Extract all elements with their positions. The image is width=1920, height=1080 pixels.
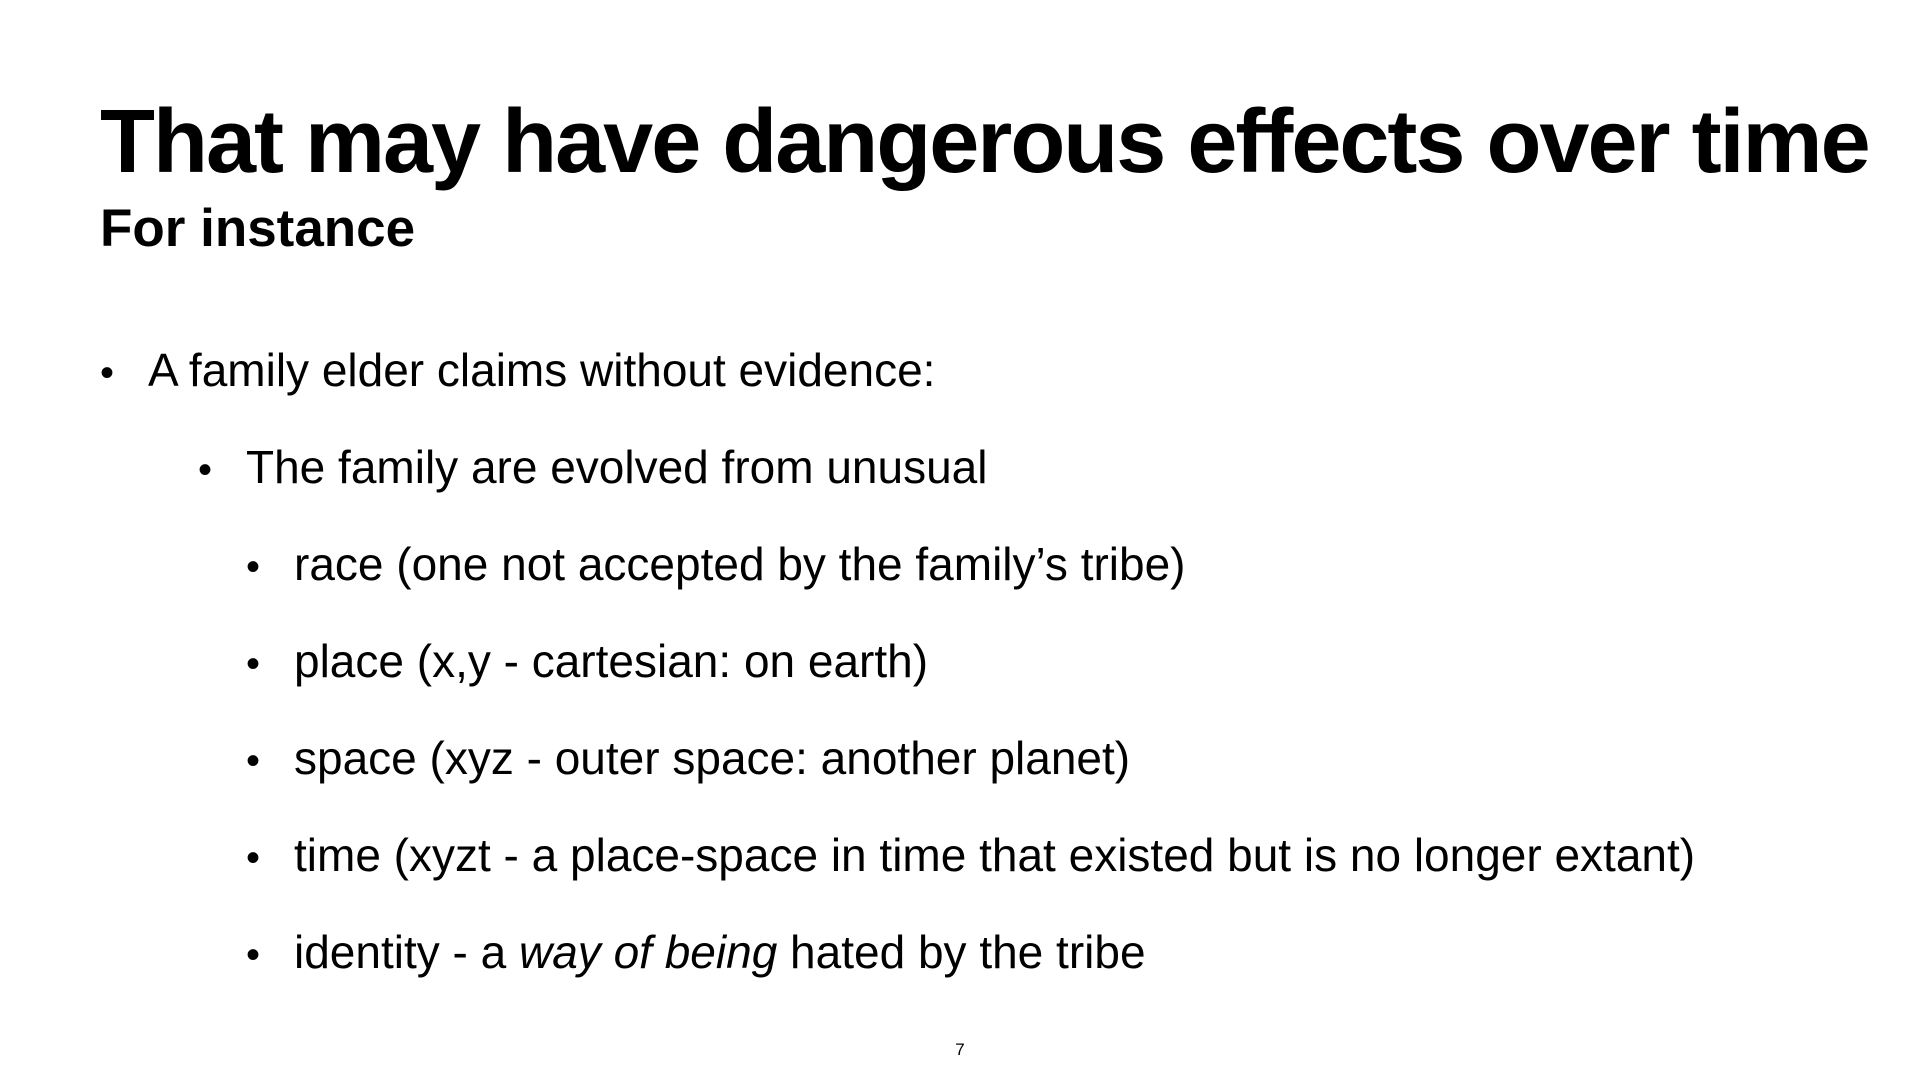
page-number: 7 (955, 1040, 965, 1059)
bullet-evolved-from: • The family are evolved from unusual (198, 439, 987, 498)
bullet-text: place (x,y - cartesian: on earth) (294, 635, 929, 687)
bullet-dot-icon: • (198, 448, 213, 492)
bullet-dot-icon: • (246, 836, 261, 880)
identity-prefix: identity - a (294, 926, 519, 978)
bullet-dot-icon: • (246, 933, 261, 977)
bullet-elder-claim: • A family elder claims without evidence… (100, 342, 935, 401)
bullet-dot-icon: • (246, 545, 261, 589)
bullet-race: • race (one not accepted by the family’s… (246, 536, 1186, 595)
bullet-dot-icon: • (100, 351, 115, 395)
bullet-dot-icon: • (246, 642, 261, 686)
bullet-identity: • identity - a way of being hated by the… (246, 924, 1146, 983)
bullet-time: • time (xyzt - a place-space in time tha… (246, 827, 1695, 886)
bullet-text: time (xyzt - a place-space in time that … (294, 829, 1696, 881)
bullet-place: • place (x,y - cartesian: on earth) (246, 633, 928, 692)
identity-suffix: hated by the tribe (777, 926, 1146, 978)
identity-emphasis: way of being (519, 926, 778, 978)
slide-subtitle: For instance (100, 199, 416, 258)
bullet-text: The family are evolved from unusual (246, 441, 988, 493)
bullet-space: • space (xyz - outer space: another plan… (246, 730, 1130, 789)
bullet-text: identity - a way of being hated by the t… (294, 924, 1146, 980)
bullet-dot-icon: • (246, 739, 261, 783)
bullet-text: race (one not accepted by the family’s t… (294, 538, 1186, 590)
bullet-text: A family elder claims without evidence: (148, 344, 936, 396)
slide-title: That may have dangerous effects over tim… (100, 92, 1871, 192)
bullet-text: space (xyz - outer space: another planet… (294, 732, 1131, 784)
